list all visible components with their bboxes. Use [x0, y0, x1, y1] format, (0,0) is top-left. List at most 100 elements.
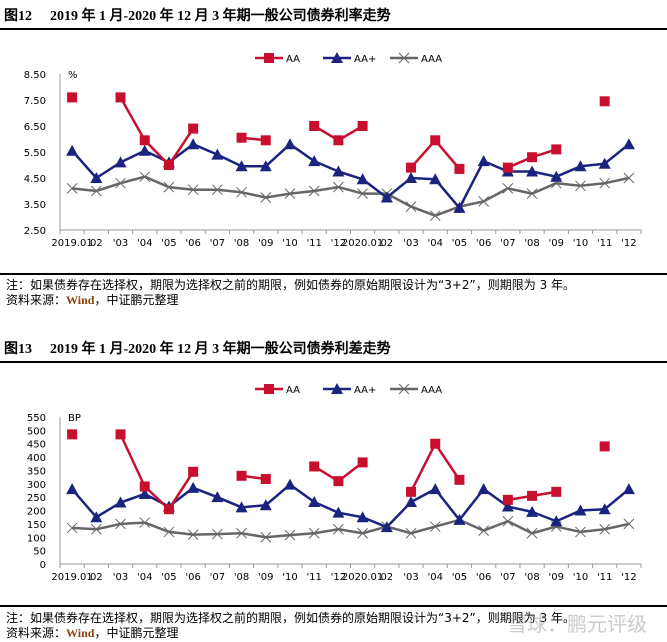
x-tick-label: '08: [524, 238, 539, 249]
data-point-AA: [236, 470, 247, 481]
series-segment-AAA: [507, 187, 533, 195]
data-point-AA: [599, 441, 610, 452]
data-point-AA: [236, 132, 247, 143]
data-point-AA: [333, 135, 344, 146]
data-point-AA+: [114, 496, 127, 508]
data-point-AA+: [453, 513, 466, 525]
data-point-AA+: [90, 511, 103, 523]
data-point-AAA: [478, 196, 489, 207]
y-tick-label: 0: [40, 560, 46, 571]
series-segment-AAA: [193, 532, 218, 536]
data-point-AA+: [114, 156, 127, 168]
series-segment-AAA: [144, 521, 170, 534]
legend-label: AAA: [421, 54, 442, 65]
data-point-AA: [502, 494, 513, 505]
data-point-AA: [333, 476, 344, 487]
x-tick-label: '04: [427, 572, 442, 583]
data-point-AA: [599, 96, 610, 107]
data-point-AA: [139, 481, 150, 492]
y-tick-label: 100: [27, 533, 46, 544]
y-tick-label: 8.50: [24, 70, 46, 81]
data-point-AA: [163, 504, 174, 515]
x-tick-label: '05: [452, 238, 467, 249]
series-segment-AA+: [507, 505, 533, 514]
data-point-AAA: [115, 177, 126, 189]
data-point-AA+: [622, 138, 635, 150]
series-segment-AAA: [507, 520, 533, 535]
y-tick-label: 250: [27, 493, 46, 504]
y-tick-label: 200: [27, 507, 46, 518]
data-point-AAA: [308, 185, 320, 197]
series-segment-AA+: [338, 511, 363, 519]
data-point-AA: [139, 135, 150, 146]
figure-12-title: 图12 2019 年 1 月-2020 年 12 月 3 年期一般公司债券利率走势: [4, 5, 391, 25]
data-point-AA: [551, 486, 562, 497]
series-segment-AAA: [531, 182, 557, 195]
series-segment-AAA: [556, 525, 581, 534]
series-segment-AAA: [168, 530, 194, 536]
series-segment-AAA: [338, 528, 363, 535]
series-segment-AAA: [313, 185, 339, 193]
data-point-AAA: [115, 518, 126, 530]
series-segment-AAA: [459, 200, 484, 208]
data-point-AA: [430, 438, 441, 449]
data-point-AA+: [259, 160, 272, 172]
x-tick-label: '06: [185, 572, 200, 583]
data-point-AAA: [575, 180, 586, 192]
x-tick-label: 02: [380, 572, 393, 583]
data-point-AA: [406, 162, 417, 173]
series-segment-AAA: [96, 522, 121, 531]
x-tick-label: 02: [90, 572, 103, 583]
data-point-AA+: [501, 500, 514, 512]
data-point-AA: [357, 457, 368, 468]
series-segment-AAA: [313, 528, 339, 535]
x-tick-label: '04: [137, 238, 152, 249]
y-tick-label: 2.50: [24, 226, 46, 237]
source-name: Wind: [66, 293, 95, 307]
x-tick-label: '07: [210, 572, 225, 583]
legend-label: AAA: [421, 385, 442, 396]
series-segment-AAA: [604, 522, 630, 531]
series-segment-AAA: [483, 187, 509, 203]
data-point-AA+: [526, 505, 539, 517]
series-segment-AAA: [483, 520, 509, 532]
y-tick-label: 50: [33, 547, 46, 558]
source-line: 资料来源：Wind，中证鹏元整理: [6, 624, 179, 641]
x-tick-label: '07: [500, 238, 515, 249]
series-segment-AAA: [71, 187, 97, 193]
data-point-AA+: [574, 504, 587, 516]
data-point-AA: [163, 160, 174, 170]
data-point-AA+: [235, 160, 248, 172]
data-point-AA+: [622, 483, 635, 495]
data-point-AAA: [478, 525, 489, 536]
series-segment-AAA: [241, 191, 267, 199]
footnote: 注：如果债券存在选择权，期限为选择权之前的期限，例如债券的原始期限设计为“3+2…: [6, 278, 576, 292]
data-point-AA: [357, 121, 368, 131]
data-point-AA+: [405, 495, 418, 507]
data-point-AA: [527, 490, 538, 501]
x-tick-label: '03: [403, 238, 418, 249]
data-point-AA+: [66, 144, 79, 156]
data-point-AA+: [235, 501, 248, 513]
data-point-AAA: [260, 531, 272, 543]
watermark: 雪球：鹏元评级: [507, 612, 647, 636]
series-segment-AAA: [434, 205, 460, 217]
y-tick-label: 450: [27, 440, 46, 451]
series-segment-AAA: [120, 175, 146, 185]
data-point-AAA: [90, 185, 102, 197]
y-tick-label: 5.50: [24, 148, 46, 159]
data-point-AAA: [357, 527, 368, 539]
series-segment-AA: [167, 471, 195, 510]
data-point-AA+: [332, 165, 345, 177]
data-point-AAA: [599, 177, 611, 189]
x-tick-label: '11: [597, 238, 612, 249]
x-tick-label: '08: [524, 572, 539, 583]
x-tick-label: '07: [500, 572, 515, 583]
series-segment-AAA: [241, 532, 266, 539]
x-tick-label: '06: [476, 238, 491, 249]
data-point-AA: [115, 92, 126, 103]
series-segment-AA+: [410, 176, 436, 181]
x-tick-label: 2020.01: [342, 238, 383, 249]
series-segment-AA: [434, 443, 461, 481]
series-segment-AAA: [604, 176, 630, 185]
